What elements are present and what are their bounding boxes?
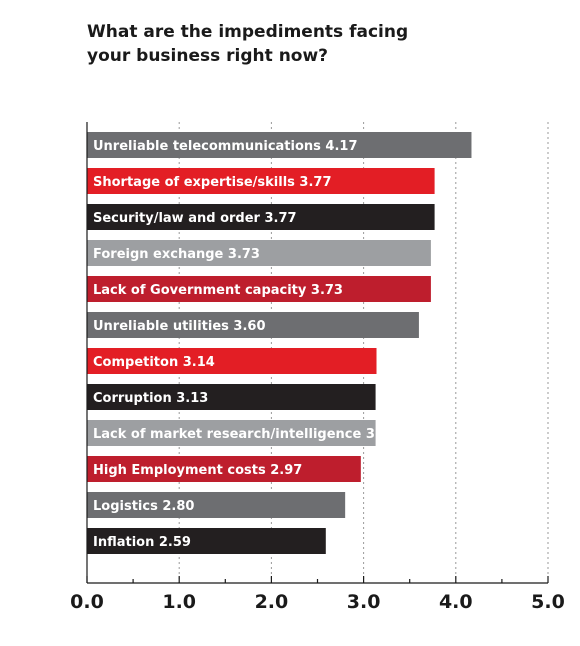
bar-label: Unreliable telecommunications 4.17 <box>93 139 358 154</box>
bar-label: Foreign exchange 3.73 <box>93 247 260 262</box>
bar-label: Logistics 2.80 <box>93 499 194 514</box>
bar <box>87 240 431 266</box>
bar <box>87 384 376 410</box>
bar <box>87 348 377 374</box>
x-tick-label: 1.0 <box>162 591 196 613</box>
bars: Unreliable telecommunications 4.17 Shorta… <box>87 132 472 554</box>
bar-label: Lack of Government capacity 3.73 <box>93 283 343 298</box>
chart-title-line-1: What are the impediments facing <box>87 22 408 42</box>
bar <box>87 132 472 158</box>
x-tick-label: 0.0 <box>70 591 104 613</box>
x-tick-label: 5.0 <box>531 591 565 613</box>
bar <box>87 456 361 482</box>
x-tick-label: 4.0 <box>439 591 473 613</box>
bar-label: High Employment costs 2.97 <box>93 463 302 478</box>
bar-label: Shortage of expertise/skills 3.77 <box>93 175 332 190</box>
x-tick-label: 3.0 <box>347 591 381 613</box>
bar <box>87 204 435 230</box>
bar-label: Lack of market research/intelligence 3.1… <box>93 427 398 442</box>
bar <box>87 276 431 302</box>
bar-label: Security/law and order 3.77 <box>93 211 297 226</box>
bar <box>87 168 435 194</box>
bar-label: Unreliable utilities 3.60 <box>93 319 266 334</box>
bar-label: Inflation 2.59 <box>93 535 191 550</box>
chart-title-line-2: your business right now? <box>87 46 328 66</box>
bar-label: Corruption 3.13 <box>93 391 208 406</box>
x-axis: 0.0 1.0 2.0 3.0 4.0 5.0 <box>70 122 565 613</box>
bar-label: Competiton 3.14 <box>93 355 215 370</box>
bar <box>87 420 376 446</box>
bar <box>87 492 346 518</box>
bar <box>87 528 326 554</box>
bar <box>87 312 419 338</box>
x-tick-label: 2.0 <box>255 591 289 613</box>
